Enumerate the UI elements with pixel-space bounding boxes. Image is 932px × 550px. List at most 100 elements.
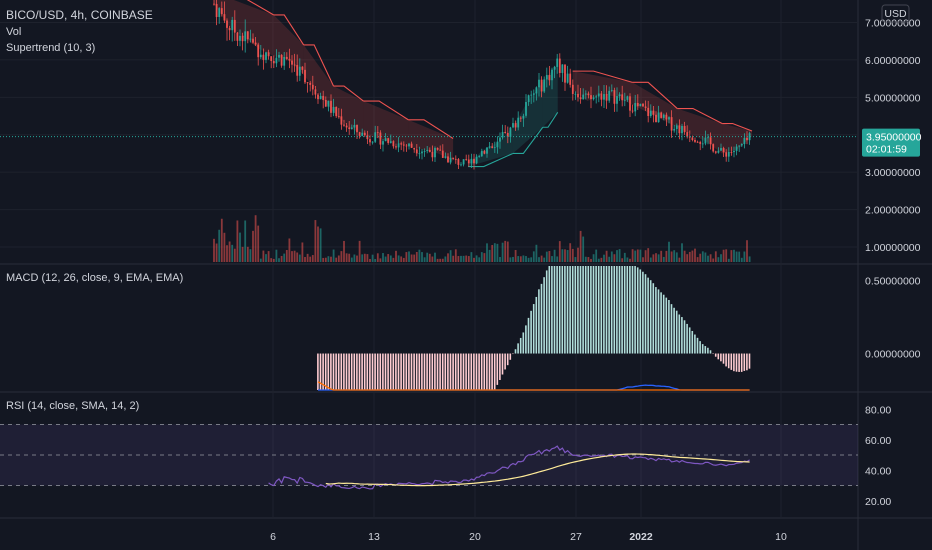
candle-body[interactable] [280,54,283,66]
candle-body[interactable] [608,90,611,101]
candle-body[interactable] [642,103,644,107]
candle-body[interactable] [324,99,327,107]
candle-body[interactable] [725,152,728,157]
candle-body[interactable] [623,99,626,101]
candle-body[interactable] [418,153,421,155]
candle-body[interactable] [584,93,587,95]
candle-body[interactable] [288,58,291,61]
candle-body[interactable] [501,131,504,138]
candle-body[interactable] [691,137,694,141]
candle-body[interactable] [361,132,364,136]
candle-body[interactable] [322,95,325,100]
time-axis[interactable]: 6 13 20 27 2022 10 [270,531,787,543]
candle-body[interactable] [236,32,239,41]
candle-body[interactable] [681,125,683,134]
candle-body[interactable] [348,127,351,129]
candle-body[interactable] [384,138,387,142]
candle-body[interactable] [730,151,733,153]
candle-body[interactable] [613,90,616,104]
candle-body[interactable] [319,95,322,100]
candle-body[interactable] [223,14,226,21]
candle-body[interactable] [733,150,735,153]
candle-body[interactable] [582,94,585,100]
candle-body[interactable] [644,106,647,108]
candle-body[interactable] [597,93,600,97]
candle-body[interactable] [727,151,730,157]
candle-body[interactable] [376,132,379,134]
candle-body[interactable] [350,127,353,129]
candle-body[interactable] [275,57,278,64]
candle-body[interactable] [483,151,486,154]
candle-body[interactable] [272,61,275,64]
candle-body[interactable] [400,143,403,145]
candle-body[interactable] [566,73,569,83]
candle-body[interactable] [499,137,501,142]
candle-body[interactable] [337,116,340,117]
candle-body[interactable] [246,31,249,40]
candle-body[interactable] [694,140,696,142]
candle-body[interactable] [699,142,702,144]
candle-body[interactable] [449,157,452,163]
candle-body[interactable] [647,107,650,116]
candle-body[interactable] [454,158,457,160]
candle-body[interactable] [655,114,657,123]
candle-body[interactable] [709,137,712,145]
candle-body[interactable] [428,149,431,152]
candle-body[interactable] [592,97,595,100]
candle-body[interactable] [634,103,637,112]
candle-body[interactable] [707,137,709,139]
candle-body[interactable] [538,79,540,88]
candle-body[interactable] [304,69,306,83]
candle-body[interactable] [556,58,559,67]
candle-body[interactable] [434,147,436,158]
candle-body[interactable] [452,157,455,159]
candle-body[interactable] [270,56,273,62]
candle-body[interactable] [301,66,304,70]
candle-body[interactable] [696,141,699,143]
candle-body[interactable] [551,69,553,81]
candle-body[interactable] [257,44,260,58]
candle-body[interactable] [447,156,449,163]
symbol-title[interactable]: BICO/USD, 4h, COINBASE [6,8,153,22]
candle-body[interactable] [649,110,652,116]
candle-body[interactable] [311,84,314,90]
candle-body[interactable] [746,137,748,141]
candle-body[interactable] [293,64,296,66]
candle-body[interactable] [283,56,286,66]
candle-body[interactable] [605,94,608,101]
candlestick-series[interactable] [213,0,751,170]
candle-body[interactable] [514,123,517,128]
candle-body[interactable] [496,141,499,148]
candle-body[interactable] [639,103,642,107]
candle-body[interactable] [564,64,566,83]
candle-body[interactable] [553,66,556,70]
candle-body[interactable] [335,107,338,117]
candle-body[interactable] [561,64,564,73]
candle-body[interactable] [491,146,494,148]
candle-body[interactable] [636,103,639,107]
candle-body[interactable] [457,159,460,165]
candle-body[interactable] [504,131,507,133]
candle-body[interactable] [462,159,465,165]
candle-body[interactable] [540,79,543,92]
candle-body[interactable] [460,164,462,166]
candle-body[interactable] [285,56,288,59]
candle-body[interactable] [629,96,631,111]
candle-body[interactable] [267,52,270,57]
candle-body[interactable] [218,8,221,17]
candle-body[interactable] [517,117,520,128]
rsi-legend[interactable]: RSI (14, close, SMA, 14, 2) [6,400,139,412]
candle-body[interactable] [296,64,299,76]
candle-body[interactable] [717,150,720,153]
candle-body[interactable] [558,58,561,73]
candle-body[interactable] [306,82,309,84]
candle-body[interactable] [239,35,241,41]
candle-body[interactable] [748,133,751,141]
candle-body[interactable] [670,117,673,131]
candle-body[interactable] [387,138,390,143]
candle-body[interactable] [675,125,678,129]
candle-body[interactable] [467,159,470,164]
candle-body[interactable] [512,123,514,128]
candle-body[interactable] [686,132,689,137]
